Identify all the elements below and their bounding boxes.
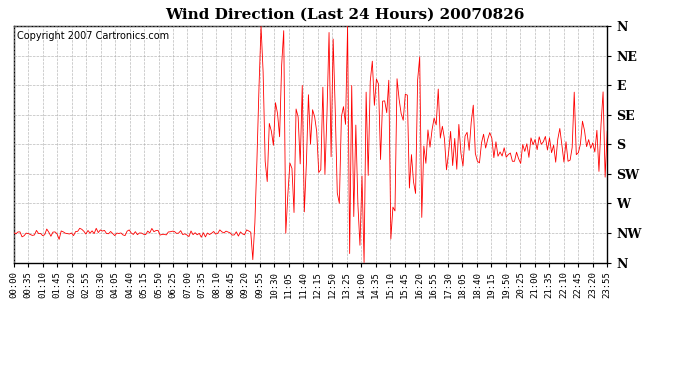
Text: Copyright 2007 Cartronics.com: Copyright 2007 Cartronics.com [17,31,169,41]
Text: Wind Direction (Last 24 Hours) 20070826: Wind Direction (Last 24 Hours) 20070826 [166,8,524,21]
